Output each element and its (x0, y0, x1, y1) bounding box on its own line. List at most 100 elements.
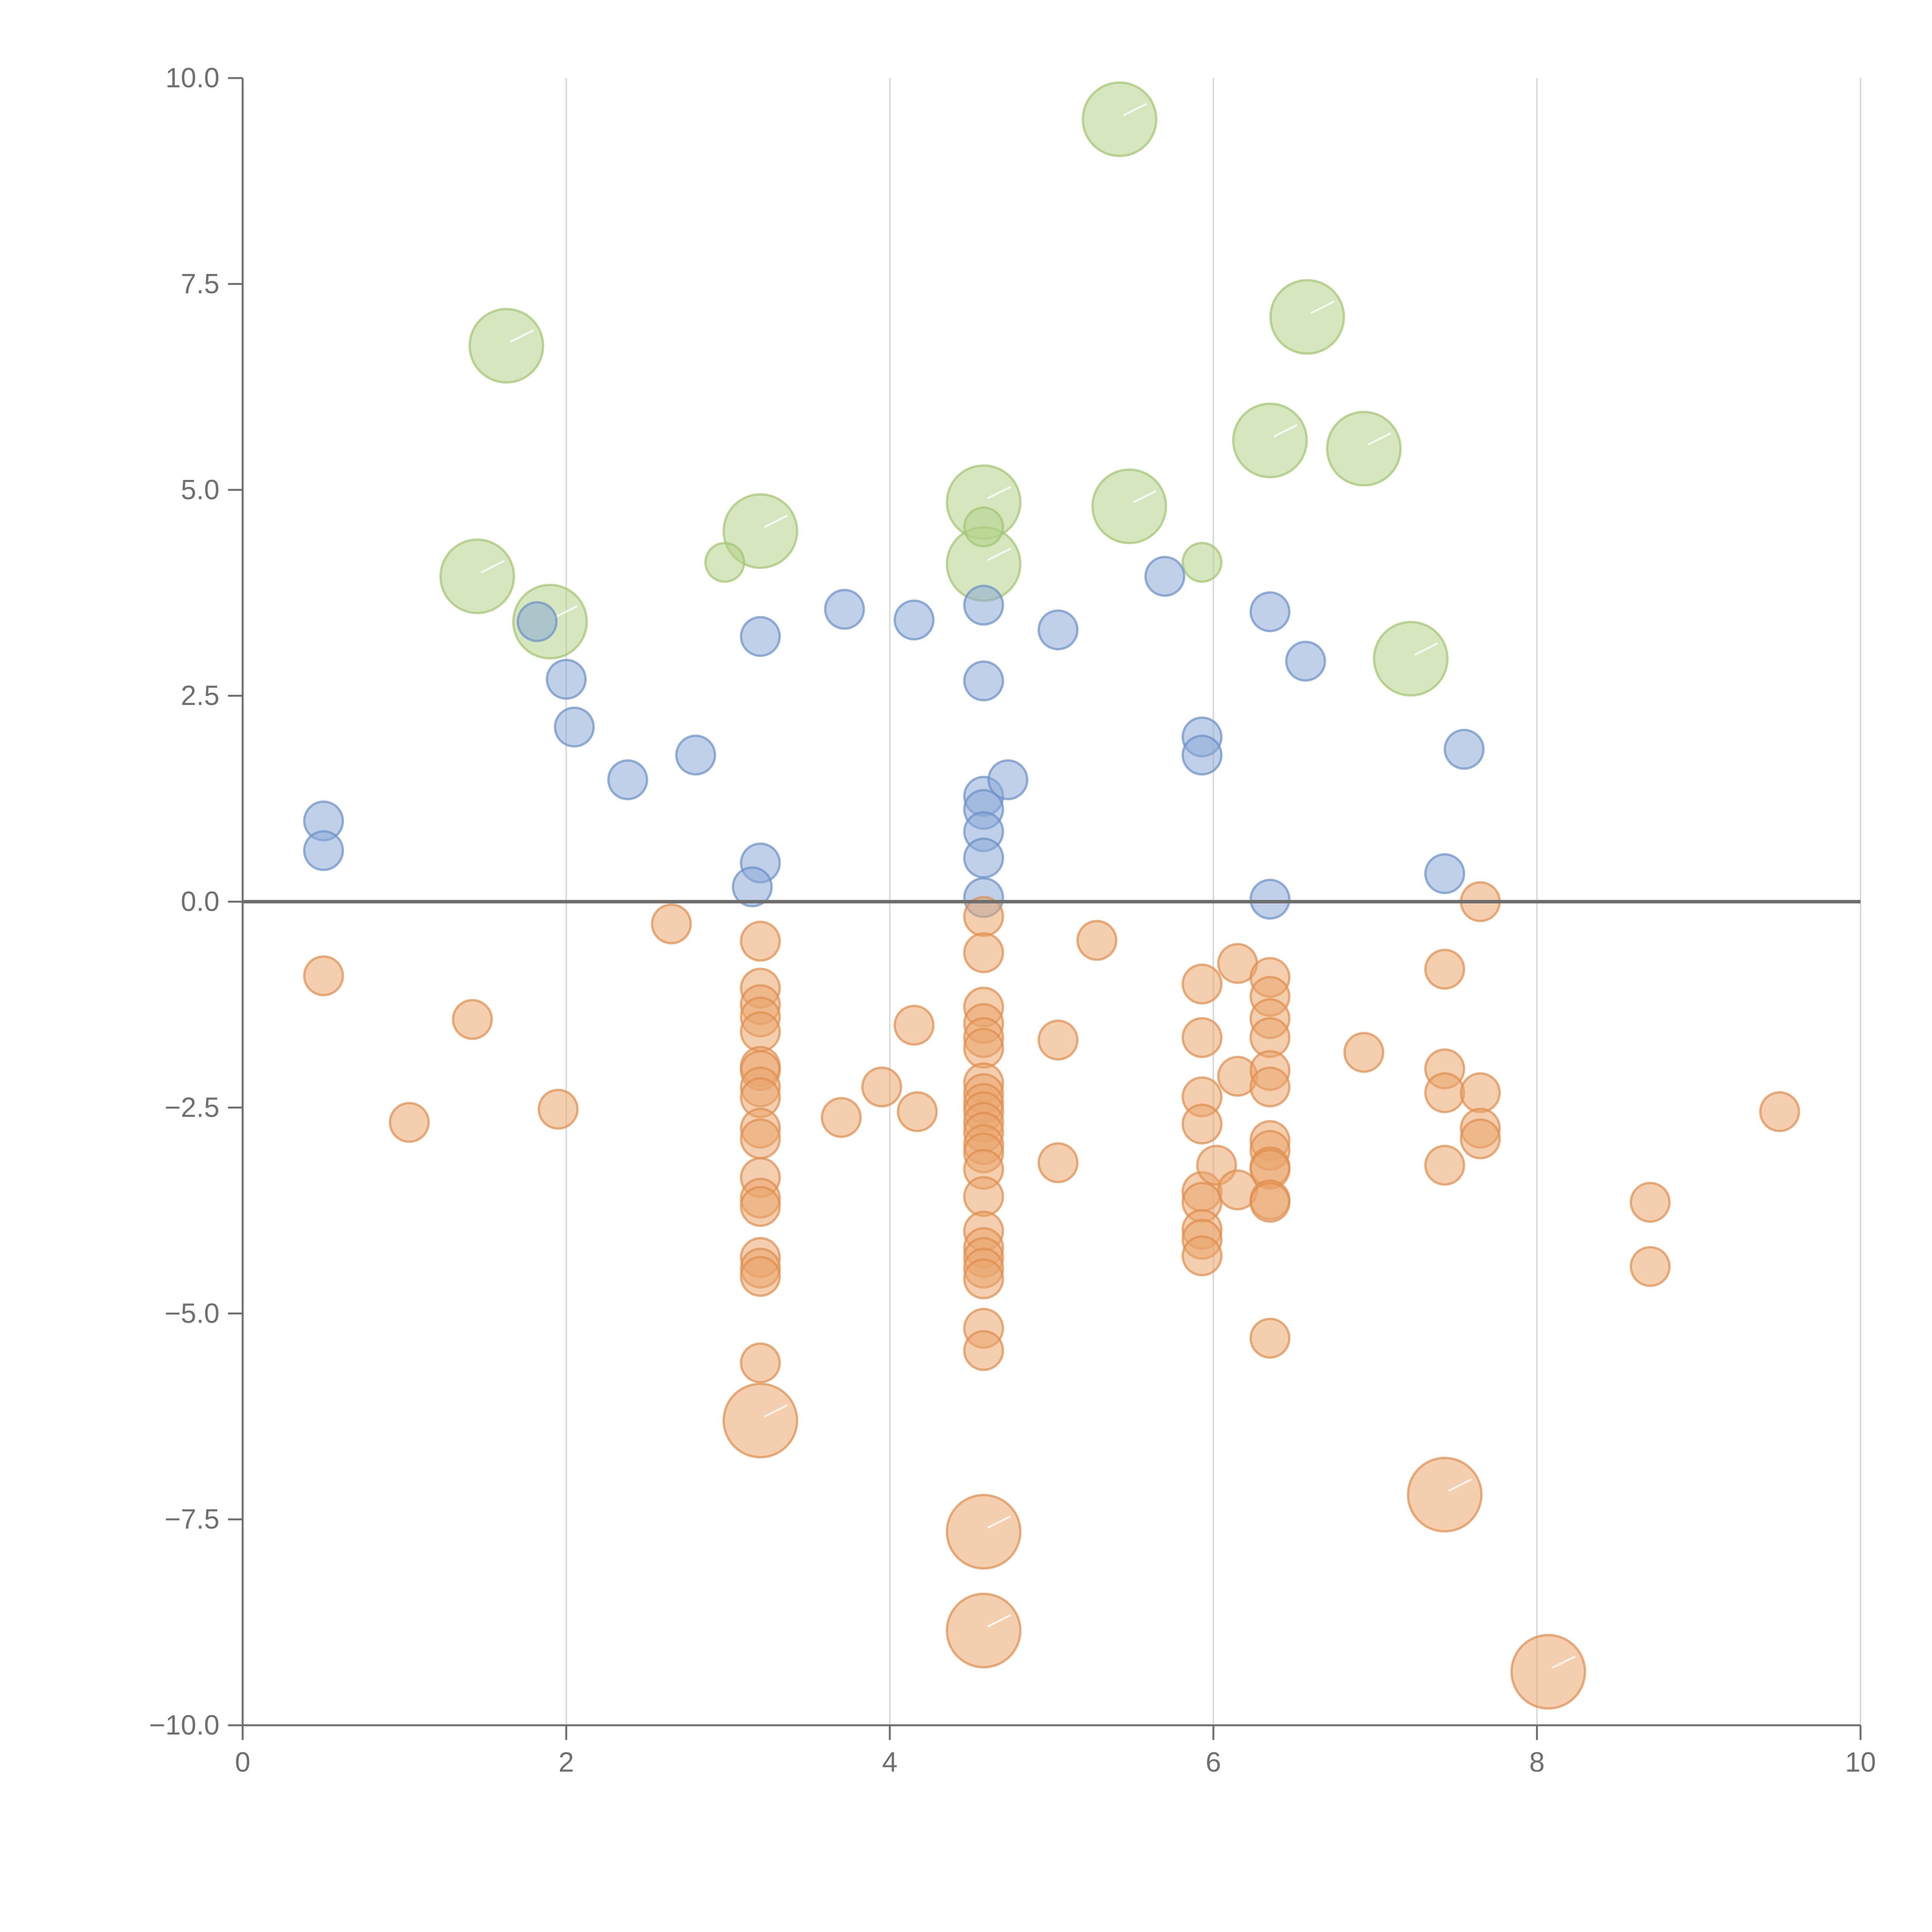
scatter-point-orange (303, 955, 344, 997)
scatter-point-blue (1444, 729, 1485, 770)
y-tick-label: −7.5 (165, 1504, 219, 1535)
scatter-point-orange (1460, 1118, 1501, 1160)
bubble-highlight (1273, 424, 1298, 438)
scatter-point-blue (1249, 591, 1291, 633)
scatter-point-blue (1285, 641, 1326, 682)
scatter-point-orange (946, 1592, 1022, 1668)
scatter-point-orange (896, 1091, 938, 1133)
x-tick-label: 8 (1529, 1747, 1545, 1778)
y-tick-label: 7.5 (181, 269, 219, 299)
scatter-point-orange (1629, 1246, 1671, 1287)
scatter-point-orange (740, 1256, 781, 1297)
scatter-point-blue (731, 866, 773, 908)
scatter-point-orange (821, 1097, 862, 1138)
x-tick-label: 10 (1845, 1747, 1876, 1778)
scatter-point-blue (963, 660, 1004, 702)
scatter-point-green (1082, 81, 1158, 157)
bubble-highlight (1414, 642, 1439, 656)
scatter-point-orange (1759, 1091, 1800, 1133)
y-tick-label: 5.0 (181, 474, 219, 505)
scatter-point-green (722, 493, 798, 569)
scatter-point-blue (546, 658, 587, 700)
scatter-point-green (1326, 411, 1402, 487)
bubble-highlight (987, 548, 1011, 561)
scatter-point-orange (1037, 1142, 1079, 1184)
scatter-point-blue (607, 759, 648, 801)
scatter-point-blue (1037, 609, 1079, 651)
scatter-point-blue (1181, 735, 1223, 776)
scatter-point-blue (1424, 853, 1465, 895)
scatter-point-orange (537, 1088, 579, 1130)
bubble-highlight (1310, 300, 1335, 314)
scatter-point-orange (1181, 963, 1223, 1005)
bubble-highlight (1448, 1478, 1473, 1492)
scatter-point-orange (963, 1176, 1004, 1217)
series-orange (303, 881, 1800, 1710)
data-marks (303, 81, 1800, 1710)
bubble-highlight (764, 515, 788, 528)
series-blue (303, 556, 1485, 920)
bubble-highlight (987, 1614, 1011, 1628)
bubble-highlight (1551, 1655, 1576, 1669)
y-tick-label: −2.5 (165, 1092, 219, 1123)
scatter-point-blue (963, 837, 1004, 879)
scatter-point-orange (861, 1066, 902, 1108)
y-tick-label: 0.0 (181, 886, 219, 917)
scatter-point-blue (675, 735, 716, 776)
scatter-point-orange (963, 1258, 1004, 1299)
scatter-point-blue (824, 588, 865, 630)
scatter-point-orange (740, 920, 781, 962)
scatter-point-green (1269, 279, 1345, 355)
scatter-point-blue (554, 706, 595, 748)
scatter-point-blue (517, 601, 558, 642)
scatter-point-orange (963, 1027, 1004, 1069)
scatter-point-green (1091, 468, 1167, 544)
scatter-point-orange (1406, 1457, 1483, 1533)
x-tick-label: 6 (1206, 1747, 1221, 1778)
scatter-point-orange (1249, 1066, 1291, 1108)
scatter-point-blue (963, 585, 1004, 626)
scatter-point-orange (1629, 1182, 1671, 1223)
bubble-highlight (510, 329, 534, 343)
bubble-highlight (764, 1404, 788, 1418)
bubble-highlight (480, 560, 505, 573)
scatter-point-orange (946, 1494, 1022, 1570)
bubble-highlight (1367, 432, 1391, 446)
scatter-point-orange (1424, 949, 1465, 990)
bubble-highlight (1133, 490, 1157, 503)
scatter-point-orange (740, 1011, 781, 1053)
scatter-point-blue (893, 599, 935, 641)
scatter-point-orange (963, 932, 1004, 973)
scatter-point-orange (1181, 1017, 1223, 1058)
x-tick-label: 2 (558, 1747, 574, 1778)
y-tick-label: 10.0 (165, 63, 219, 94)
scatter-point-green (1373, 621, 1449, 697)
x-tick-label: 4 (882, 1747, 898, 1778)
scatter-point-blue (1144, 556, 1185, 597)
series-green (439, 81, 1449, 697)
scatter-point-orange (1249, 1182, 1291, 1223)
scatter-point-orange (452, 999, 493, 1040)
scatter-point-orange (740, 1342, 781, 1384)
scatter-point-orange (1249, 1318, 1291, 1359)
scatter-point-blue (1249, 879, 1291, 920)
scatter-point-orange (1181, 1235, 1223, 1277)
scatter-point-green (468, 308, 544, 384)
y-tick-label: −10.0 (149, 1710, 219, 1741)
scatter-point-orange (1460, 1072, 1501, 1114)
bubble-highlight (987, 1515, 1011, 1529)
scatter-point-orange (722, 1383, 798, 1459)
scatter-point-orange (389, 1102, 430, 1143)
scatter-point-orange (740, 1186, 781, 1227)
scatter-point-orange (1424, 1072, 1465, 1114)
y-tick-label: −5.0 (165, 1298, 219, 1329)
x-tick-label: 0 (235, 1747, 250, 1778)
scatter-point-green (704, 542, 745, 583)
scatter-point-orange (963, 1330, 1004, 1371)
scatter-point-orange (1510, 1634, 1586, 1710)
scatter-point-blue (740, 616, 781, 657)
bubble-highlight (553, 605, 578, 619)
scatter-point-blue (303, 830, 344, 871)
scatter-point-green (439, 538, 515, 614)
